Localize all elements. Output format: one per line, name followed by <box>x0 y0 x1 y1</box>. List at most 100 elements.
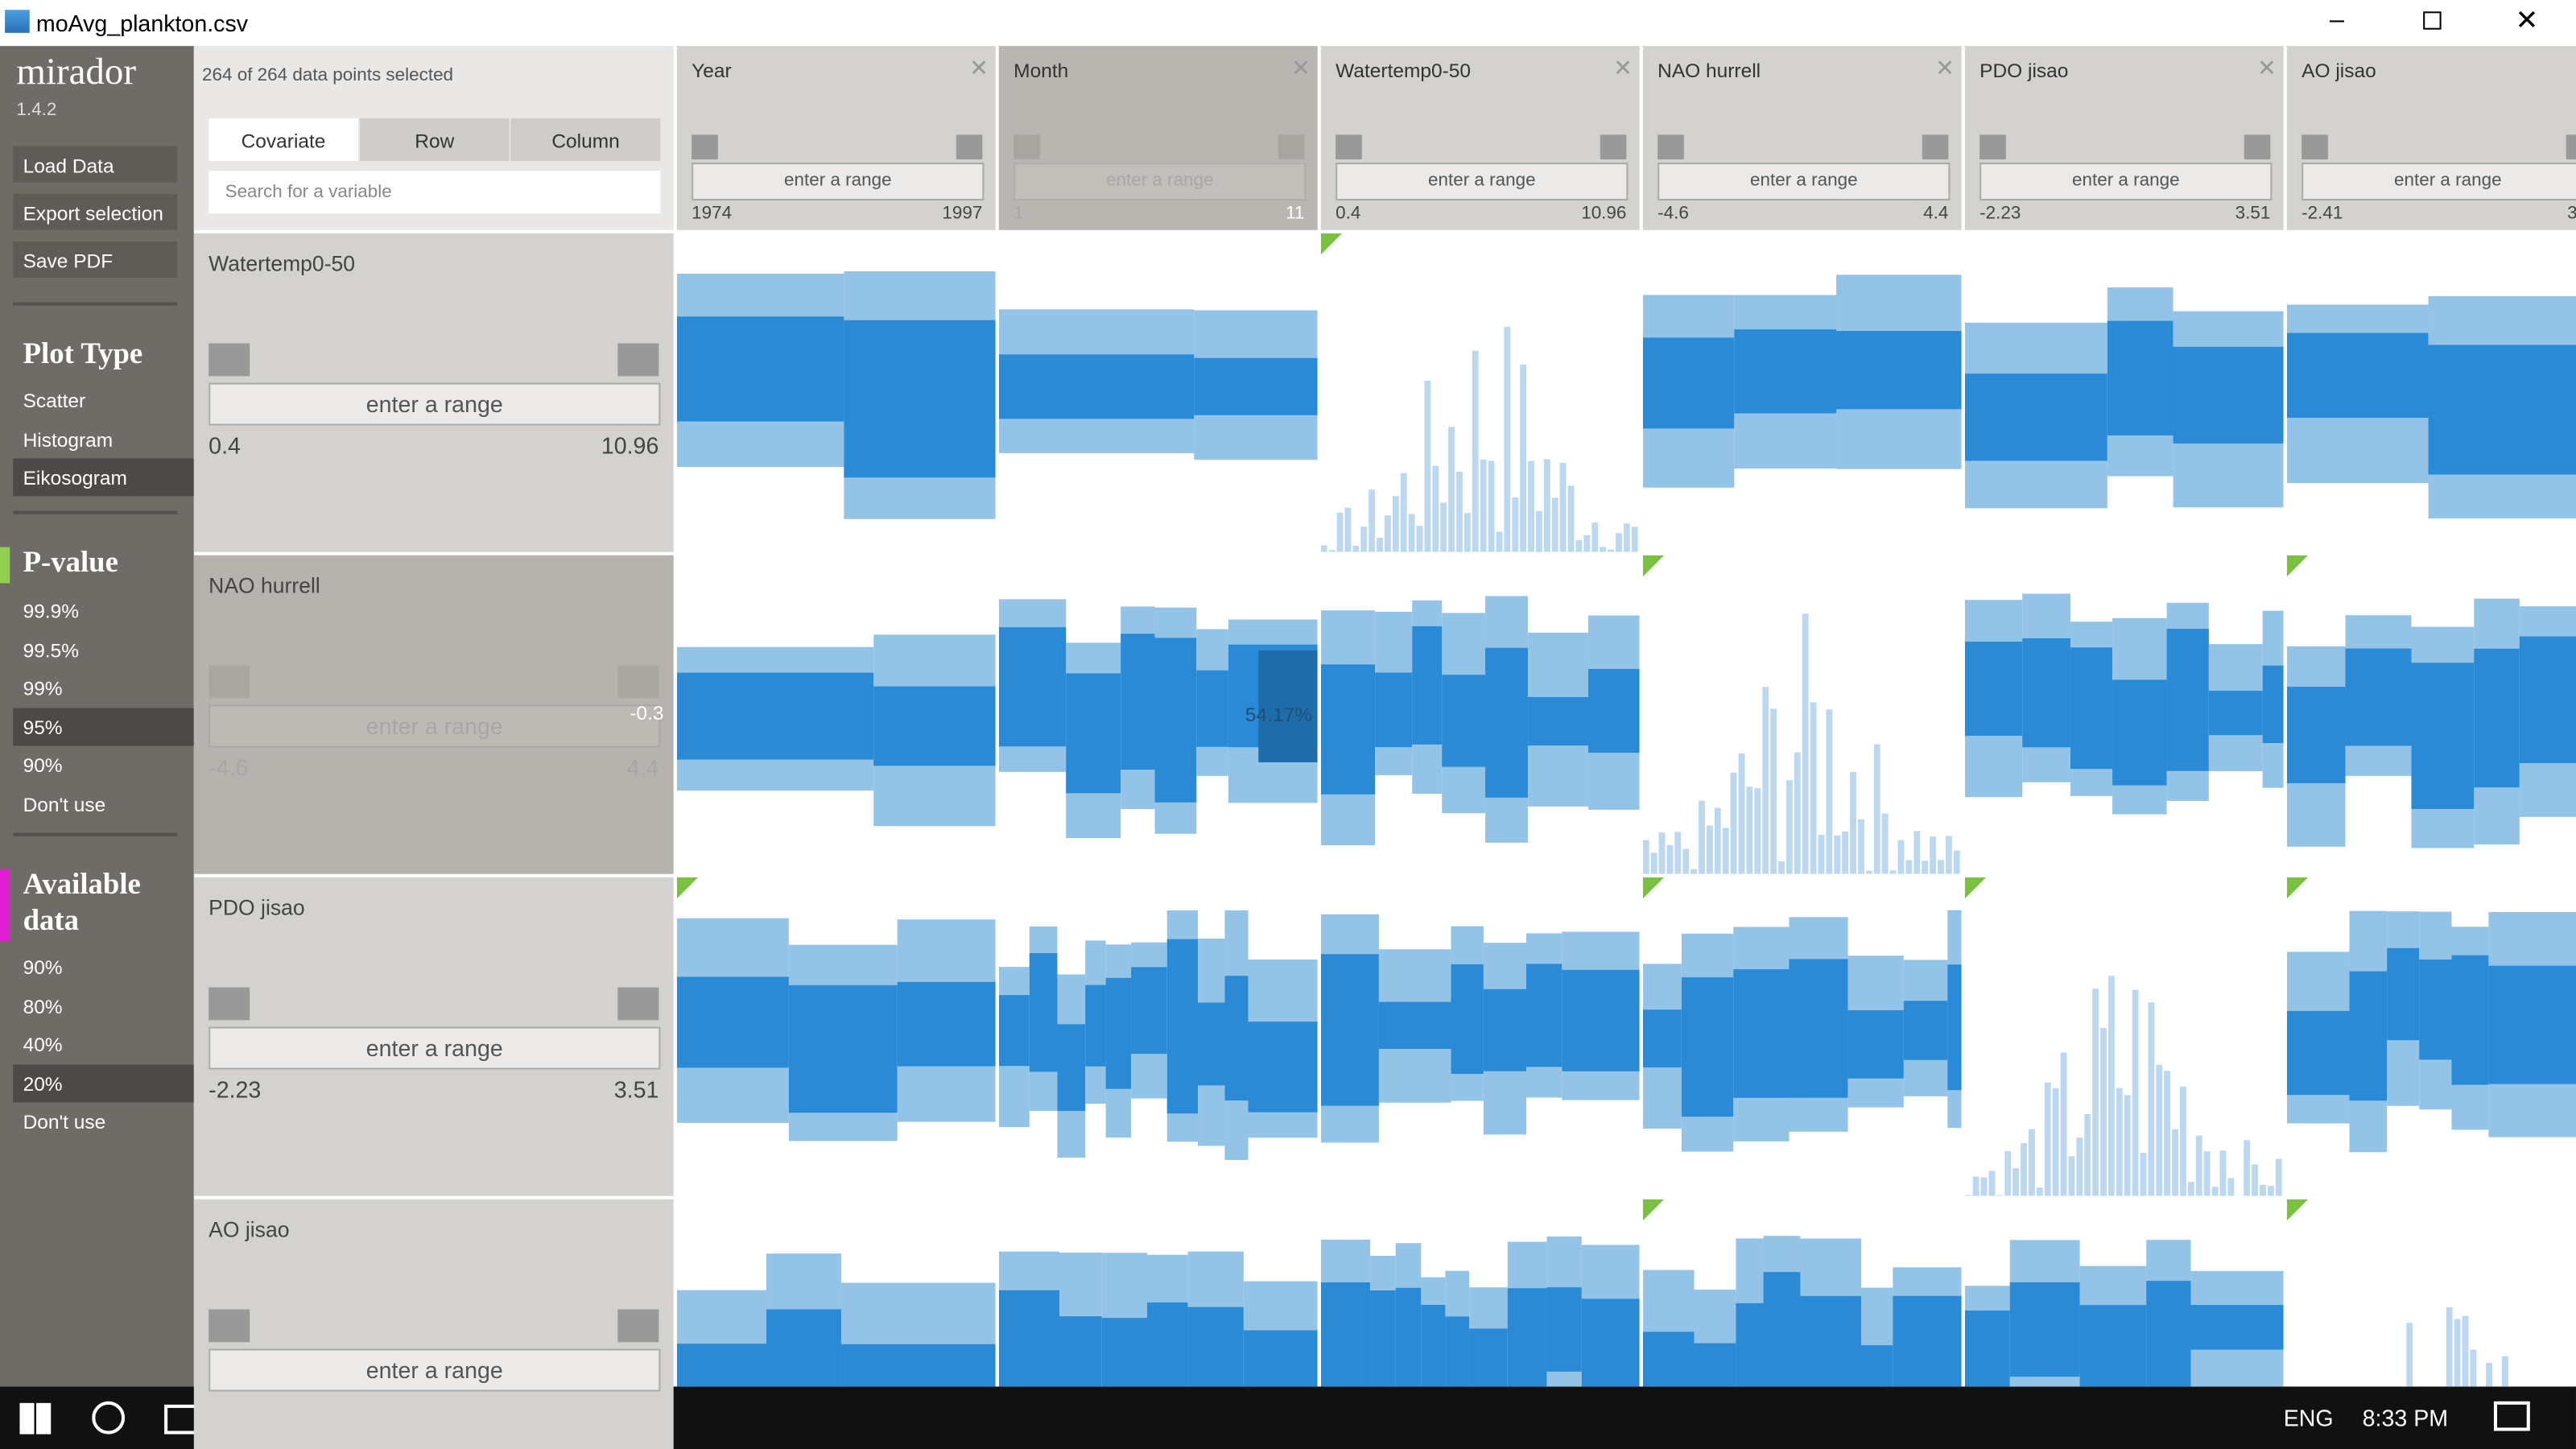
range-handle[interactable] <box>2566 134 2576 159</box>
range-handle[interactable] <box>691 134 718 159</box>
option[interactable]: Histogram <box>23 427 114 452</box>
plot-shape <box>1794 752 1801 874</box>
range-handle[interactable] <box>1013 134 1040 159</box>
range-handle[interactable] <box>1922 134 1949 159</box>
row-name: AO jisao <box>208 1217 290 1242</box>
clock[interactable]: 8:33 PM <box>2362 1404 2449 1431</box>
range-input[interactable] <box>1013 163 1307 200</box>
close-button[interactable]: ✕ <box>2515 5 2539 36</box>
column-close[interactable]: ✕ <box>2257 54 2277 80</box>
option[interactable]: 90% <box>23 956 63 980</box>
range-handle[interactable] <box>617 665 659 699</box>
range-handle[interactable] <box>956 134 983 159</box>
option[interactable]: 20% <box>23 1071 63 1096</box>
plot-shape <box>2244 1140 2251 1196</box>
option[interactable]: 80% <box>23 994 63 1018</box>
option[interactable]: 99.5% <box>23 638 80 662</box>
start-button[interactable] <box>19 1402 52 1435</box>
plot-shape <box>1738 753 1745 874</box>
search-box[interactable] <box>208 171 661 214</box>
option[interactable]: 90% <box>23 753 63 778</box>
option[interactable]: Eikosogram <box>23 466 127 490</box>
action-button[interactable] <box>13 241 178 278</box>
range-handle[interactable] <box>208 665 250 699</box>
language-indicator[interactable]: ENG <box>2283 1404 2334 1431</box>
range-input[interactable] <box>208 382 661 426</box>
tab[interactable] <box>510 118 663 161</box>
tab[interactable] <box>359 118 511 161</box>
action-label[interactable]: Export selection <box>23 202 163 225</box>
plot-shape <box>1528 460 1535 552</box>
plot-shape <box>1860 1345 1893 1387</box>
range-min: 0.4 <box>208 431 241 459</box>
plot-shape <box>1893 1295 1962 1387</box>
plot-shape <box>2462 1315 2469 1387</box>
range-handle[interactable] <box>617 987 659 1021</box>
range-handle[interactable] <box>208 343 250 377</box>
plot-shape <box>2092 989 2099 1196</box>
column-close[interactable]: ✕ <box>969 54 989 80</box>
plot-shape <box>1451 964 1484 1075</box>
option[interactable]: 99% <box>23 676 63 700</box>
notification-button[interactable] <box>2493 1401 2530 1431</box>
range-handle[interactable] <box>1600 134 1627 159</box>
range-input[interactable] <box>691 163 985 200</box>
range-handle[interactable] <box>617 343 659 377</box>
option[interactable]: 40% <box>23 1033 63 1057</box>
minimize-button[interactable]: – <box>2329 6 2345 35</box>
range-handle[interactable] <box>1335 134 1362 159</box>
option[interactable]: 95% <box>23 715 63 739</box>
plot-shape <box>2166 629 2209 771</box>
range-input[interactable] <box>208 704 661 748</box>
range-handle[interactable] <box>1979 134 2006 159</box>
plot-shape <box>998 627 1067 747</box>
range-input[interactable] <box>1657 163 1951 200</box>
action-button[interactable] <box>13 146 178 183</box>
plot-shape <box>2190 1305 2284 1350</box>
range-input[interactable] <box>208 1348 661 1392</box>
option[interactable]: Scatter <box>23 389 86 413</box>
plot-shape <box>1666 844 1674 874</box>
column-close[interactable]: ✕ <box>1935 54 1955 80</box>
plot-shape <box>1770 708 1777 874</box>
action-label[interactable]: Load Data <box>23 154 114 178</box>
range-handle[interactable] <box>2244 134 2271 159</box>
option[interactable]: Don't use <box>23 792 106 816</box>
divider <box>13 510 178 514</box>
range-handle[interactable] <box>208 1309 250 1343</box>
tab-label[interactable]: Column <box>551 130 620 153</box>
action-label[interactable]: Save PDF <box>23 250 114 273</box>
restore-button[interactable] <box>2423 11 2442 30</box>
range-handle[interactable] <box>617 1309 659 1343</box>
plot-cell <box>1320 555 1640 874</box>
action-button[interactable] <box>13 193 178 230</box>
plot-cell <box>998 1199 1318 1387</box>
tab-label[interactable]: Row <box>415 130 455 153</box>
search-button[interactable] <box>92 1401 126 1435</box>
plot-shape <box>1424 380 1431 552</box>
column-close[interactable]: ✕ <box>1291 54 1311 80</box>
section-marker <box>0 547 10 584</box>
range-input[interactable] <box>1335 163 1629 200</box>
range-input[interactable] <box>208 1026 661 1070</box>
plot-shape <box>2219 1150 2227 1196</box>
plot-shape <box>1445 1316 1470 1387</box>
range-handle[interactable] <box>1657 134 1684 159</box>
range-min: 0.4 <box>1335 204 1361 224</box>
range-input[interactable] <box>1979 163 2273 200</box>
column-close[interactable]: ✕ <box>1613 54 1633 80</box>
option[interactable]: Don't use <box>23 1110 106 1134</box>
plot-shape <box>2009 1282 2080 1377</box>
range-handle[interactable] <box>1278 134 1305 159</box>
plot-cell <box>676 555 996 874</box>
option[interactable]: 99.9% <box>23 599 80 623</box>
range-input[interactable] <box>2301 163 2576 200</box>
plot-shape <box>1642 337 1735 429</box>
range-handle[interactable] <box>208 987 250 1021</box>
tab[interactable] <box>208 118 360 161</box>
plot-shape <box>1400 473 1407 552</box>
row-header <box>193 1199 674 1449</box>
tab-label[interactable]: Covariate <box>241 130 326 153</box>
plot-shape <box>2013 1167 2020 1196</box>
range-handle[interactable] <box>2301 134 2328 159</box>
